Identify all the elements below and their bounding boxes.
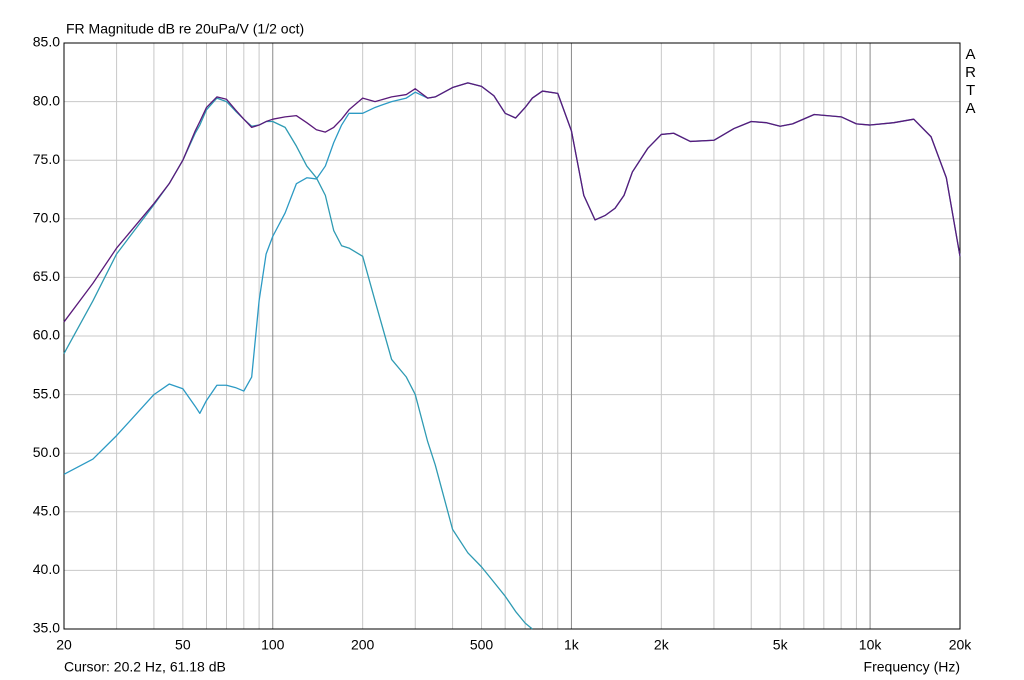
- series-line: [63, 82, 961, 475]
- y-tick-label: 70.0: [33, 210, 60, 226]
- plot-frame: [63, 42, 961, 630]
- y-tick-label: 80.0: [33, 92, 60, 108]
- y-tick-label: 65.0: [33, 268, 60, 284]
- x-tick-label: 200: [351, 637, 375, 653]
- series-line: [63, 97, 533, 630]
- y-tick-label: 60.0: [33, 327, 60, 343]
- x-tick-label: 100: [261, 637, 285, 653]
- y-tick-label: 50.0: [33, 444, 60, 460]
- series-line: [63, 82, 961, 323]
- x-tick-label: 10k: [859, 637, 883, 653]
- x-tick-label: 1k: [564, 637, 580, 653]
- y-tick-label: 40.0: [33, 561, 60, 577]
- y-tick-label: 85.0: [33, 34, 60, 50]
- y-tick-label: 35.0: [33, 620, 60, 636]
- y-tick-label: 55.0: [33, 385, 60, 401]
- x-tick-label: 20k: [949, 637, 973, 653]
- x-axis-label: Frequency (Hz): [864, 659, 960, 675]
- brand: ARTA: [962, 46, 979, 118]
- cursor-readout: Cursor: 20.2 Hz, 61.18 dB: [64, 659, 226, 675]
- y-tick-label: 75.0: [33, 151, 60, 167]
- x-tick-label: 20: [56, 637, 72, 653]
- y-tick-label: 45.0: [33, 503, 60, 519]
- x-tick-label: 50: [175, 637, 191, 653]
- chart-title: FR Magnitude dB re 20uPa/V (1/2 oct): [66, 21, 304, 37]
- x-tick-label: 5k: [773, 637, 789, 653]
- x-tick-label: 2k: [654, 637, 670, 653]
- x-tick-label: 500: [470, 637, 494, 653]
